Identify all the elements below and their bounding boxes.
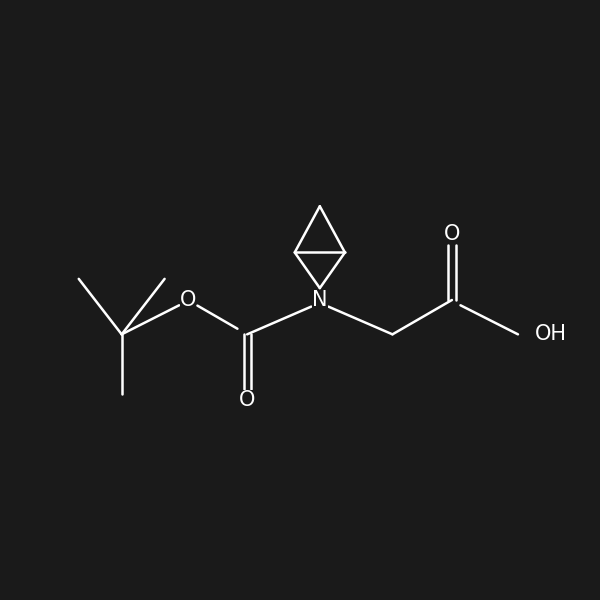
Text: N: N: [312, 290, 328, 310]
Text: O: O: [444, 224, 460, 244]
Text: OH: OH: [535, 325, 566, 344]
Text: O: O: [239, 391, 256, 410]
Text: O: O: [179, 290, 196, 310]
